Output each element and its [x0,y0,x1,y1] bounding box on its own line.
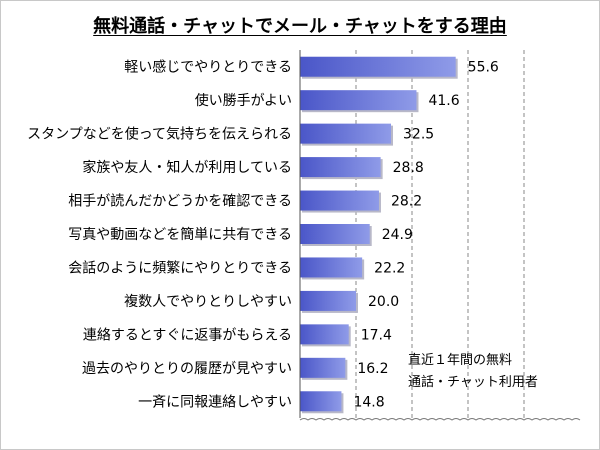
value-labels: 55.6 41.6 32.5 28.8 28.2 24.9 22.2 20.0 17.4 16.2… [353,60,499,411]
bar-7 [300,290,356,311]
value-label-8: 17.4 [361,327,392,343]
category-label-2: スタンプなどを使って気持ちを伝えられる [27,126,292,143]
category-label-0: 軽い感じでやりとりできる [124,59,292,76]
axis-break-wave [299,418,581,421]
value-label-9: 16.2 [357,361,388,377]
category-label-4: 相手が読んだかどうかを確認できる [68,193,292,210]
category-label-10: 一斉に同報連絡しやすい [138,394,292,410]
category-label-7: 複数人でやりとりしやすい [124,293,292,310]
value-label-0: 55.6 [468,60,499,76]
value-label-4: 28.2 [391,194,422,210]
value-label-3: 28.8 [393,160,424,176]
value-label-1: 41.6 [428,93,459,109]
chart-title: 無料通話・チャットでメール・チャットをする理由 [93,16,507,37]
bar-9 [300,357,346,378]
annotation-line-2: 通話・チャット利用者 [408,375,538,390]
category-label-8: 連絡するとすぐに返事がもらえる [83,327,292,343]
bar-3 [300,157,381,178]
value-label-5: 24.9 [382,227,413,243]
category-label-6: 会話のように頻繁にやりとりできる [68,259,292,276]
category-label-3: 家族や友人・知人が利用している [82,159,292,176]
category-labels: 軽い感じでやりとりできる使い勝手がよいスタンプなどを使って気持ちを伝えられる家族… [27,59,292,411]
bar-8 [300,324,349,345]
value-label-10: 14.8 [353,394,384,410]
bar-2 [300,123,391,144]
bar-10 [300,391,342,412]
value-label-6: 22.2 [374,260,405,276]
category-label-9: 過去のやりとりの履歴が見やすい [82,361,292,377]
annotation-note: 直近１年間の無料 通話・チャット利用者 [408,350,538,394]
category-label-1: 使い勝手がよい [195,92,292,109]
bar-6 [300,257,363,278]
bar-1 [300,90,417,111]
axis [299,50,581,421]
value-label-7: 20.0 [368,294,399,310]
bar-4 [300,190,379,211]
bars [300,56,458,414]
annotation-line-1: 直近１年間の無料 [408,353,513,368]
category-label-5: 写真や動画などを簡単に共有できる [68,227,292,243]
bar-5 [300,224,370,244]
bar-0 [300,56,456,77]
value-label-2: 32.5 [403,127,434,143]
